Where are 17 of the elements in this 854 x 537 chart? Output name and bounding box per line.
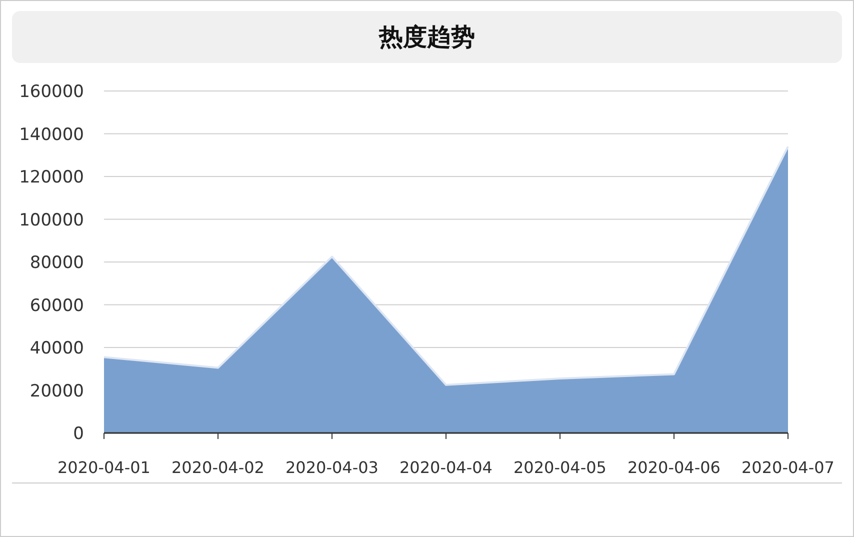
y-tick-label: 120000 bbox=[19, 168, 84, 188]
x-tick-label: 2020-04-07 bbox=[742, 458, 834, 477]
y-tick-label: 80000 bbox=[30, 253, 84, 273]
y-tick-label: 100000 bbox=[19, 210, 84, 230]
y-tick-label: 60000 bbox=[30, 296, 84, 316]
x-tick-label: 2020-04-04 bbox=[400, 458, 492, 477]
y-tick-label: 140000 bbox=[19, 124, 84, 145]
x-tick-label: 2020-04-03 bbox=[286, 458, 378, 477]
x-tick-label: 2020-04-05 bbox=[514, 458, 606, 477]
y-tick-label: 40000 bbox=[30, 338, 84, 358]
x-tick-label: 2020-04-02 bbox=[172, 458, 264, 477]
x-tick-label: 2020-04-01 bbox=[58, 458, 150, 477]
y-tick-label: 20000 bbox=[30, 381, 84, 402]
y-tick-label: 160000 bbox=[19, 82, 84, 102]
y-tick-label: 0 bbox=[73, 424, 84, 444]
x-tick-label: 2020-04-06 bbox=[628, 458, 720, 477]
chart-title: 热度趋势 bbox=[378, 23, 475, 51]
